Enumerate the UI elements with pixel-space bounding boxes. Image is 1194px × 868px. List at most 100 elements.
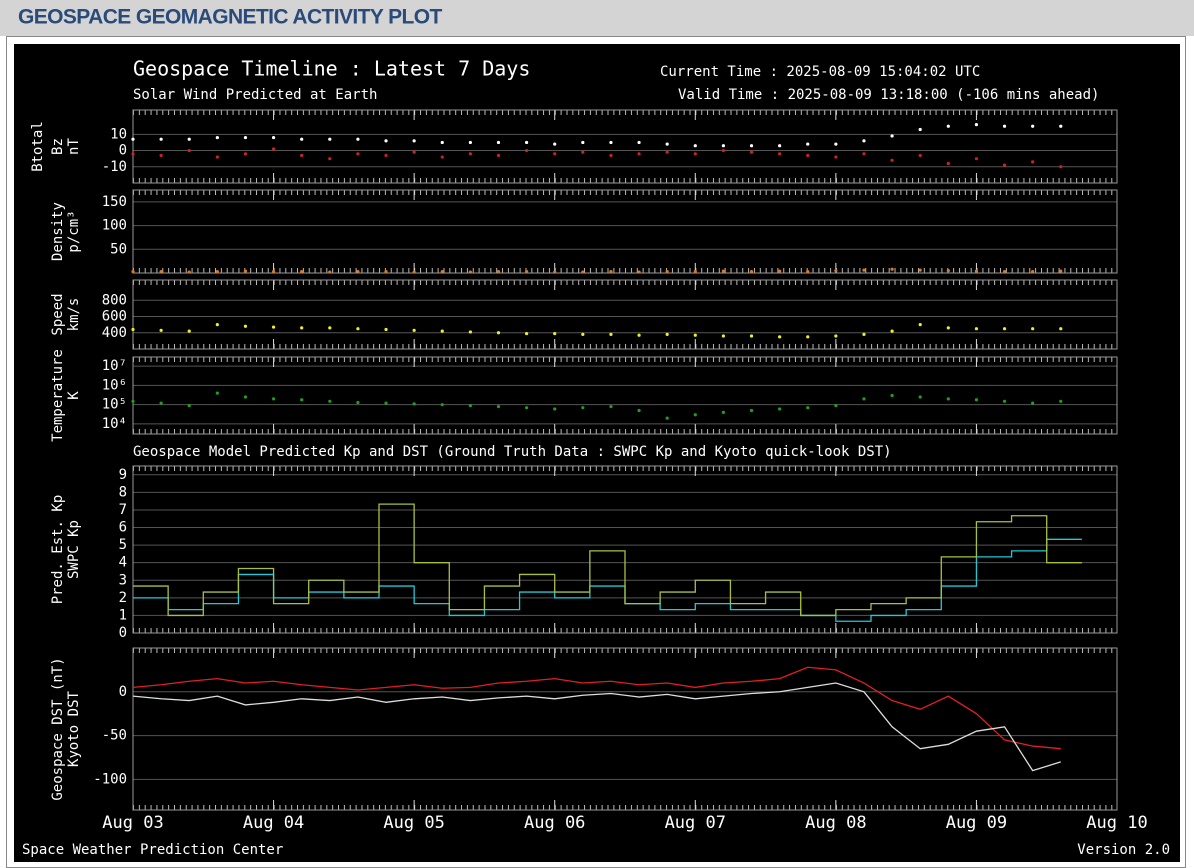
data-point [665,150,669,154]
data-point [496,153,501,158]
data-point [525,148,529,153]
data-point [384,153,388,158]
y-axis-label: Geospace DST (nT) [50,657,66,800]
minor-ticks [133,280,1117,285]
model-title: Geospace Model Predicted Kp and DST (Gro… [133,444,892,460]
data-point [862,139,866,143]
data-point [468,270,472,274]
data-point [637,270,641,274]
data-point [496,404,501,409]
footer-left: Space Weather Prediction Center [22,842,283,858]
y-axis-label: K [66,391,82,400]
y-tick-label: -50 [102,728,127,744]
data-point [806,153,810,158]
data-point [525,406,529,410]
data-point [862,152,866,156]
data-point [834,269,838,273]
data-point [806,335,810,339]
panel-frame [132,356,1118,435]
data-point [834,155,838,159]
data-point [243,135,248,140]
y-axis-label: Btotal [30,121,46,172]
y-axis-label: Kyoto DST [66,691,82,767]
data-point [525,140,529,145]
data-point [665,269,669,274]
panel-frame [132,109,1118,184]
panel-frame [132,465,1118,634]
y-tick-label: 400 [102,325,127,341]
data-point [918,268,922,272]
data-point [665,142,669,146]
data-point [356,400,360,405]
data-point [609,269,613,274]
data-point [271,397,276,401]
data-point [215,391,219,395]
data-point [581,270,585,274]
data-point [243,152,248,156]
data-point [890,393,894,398]
data-point [749,334,754,338]
data-point [553,270,557,274]
y-axis-label: p/cm³ [66,210,82,252]
data-point [778,152,782,156]
data-point [946,326,950,330]
data-point [300,326,304,330]
data-point [1031,124,1035,128]
minor-ticks [133,344,1117,349]
data-point [384,327,388,332]
minor-ticks [133,357,1117,362]
data-point [553,331,557,336]
data-point [356,152,360,156]
data-point [946,269,950,273]
data-point [721,144,726,148]
y-axis-label: Speed [50,293,66,335]
data-point [721,410,726,414]
data-point [356,137,360,141]
data-point [384,401,388,405]
data-point [806,142,810,146]
data-point [721,269,726,273]
data-point [693,413,697,417]
data-point [974,398,979,402]
chart-title: Geospace Timeline : Latest 7 Days [133,57,530,81]
data-point [862,397,866,401]
data-point [496,331,501,335]
data-point [187,137,191,141]
minor-ticks [133,178,1117,183]
data-point [609,153,613,158]
footer-right: Version 2.0 [1077,842,1170,858]
y-tick-label: 0 [119,143,127,159]
data-point [328,326,332,330]
data-point [440,155,444,159]
data-point [1031,401,1035,405]
y-tick-label: 0 [119,684,127,700]
x-tick-label: Aug 10 [1086,813,1147,833]
data-point [693,269,697,274]
current-time: Current Time : 2025-08-09 15:04:02 UTC [660,64,980,80]
data-point [890,329,894,333]
y-tick-label: -10 [102,159,127,175]
data-point [693,333,697,337]
data-point [243,324,248,328]
data-point [1002,327,1007,331]
header-title: GEOSPACE GEOMAGNETIC ACTIVITY PLOT [18,6,443,29]
data-point [384,139,388,143]
dst-line [132,682,1061,772]
data-point [440,269,444,274]
data-point [946,161,950,166]
data-point [890,158,894,162]
data-point [1059,269,1063,273]
data-point [187,403,191,408]
data-point [946,397,950,401]
data-point [496,269,501,274]
data-point [834,142,838,146]
data-point [412,402,416,406]
data-point [974,123,979,127]
data-point [468,152,472,156]
data-point [665,332,669,336]
y-tick-label: 3 [119,572,127,588]
data-point [215,269,219,274]
chart-subtitle: Solar Wind Predicted at Earth [133,87,377,103]
data-point [637,152,641,156]
